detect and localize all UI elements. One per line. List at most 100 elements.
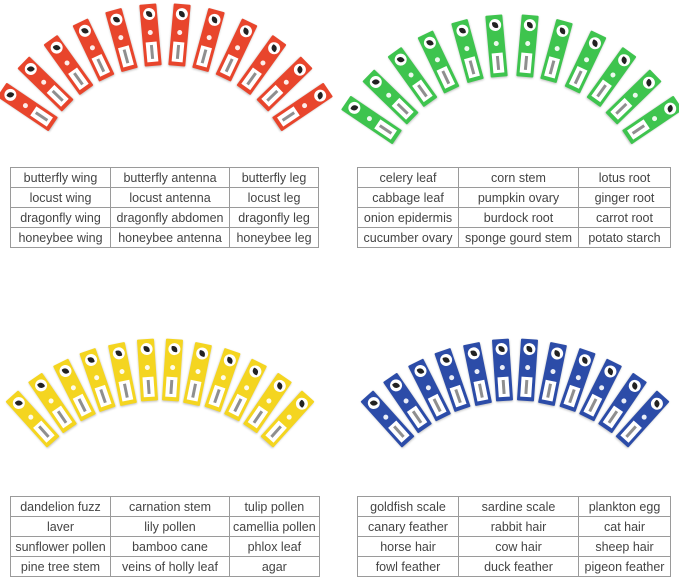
table-cell: honeybee wing xyxy=(10,227,111,248)
specimen-dot xyxy=(27,413,35,421)
specimen-icon xyxy=(522,18,536,32)
table-cell: laver xyxy=(10,516,111,537)
table-cell: honeybee leg xyxy=(229,227,319,248)
specimen-dot xyxy=(640,413,648,421)
slide-label xyxy=(264,420,287,443)
slide-label xyxy=(373,119,397,140)
table-cell: fowl feather xyxy=(357,556,459,577)
specimen-dot xyxy=(609,71,616,79)
specimen-dot xyxy=(40,79,48,87)
slide-label xyxy=(171,41,185,63)
table-row: goldfish scale sardine scale plankton egg xyxy=(357,496,671,517)
specimen-dot xyxy=(402,397,410,405)
table-cell: cucumber ovary xyxy=(357,227,459,248)
table-cell: carnation stem xyxy=(110,496,230,517)
slide-label xyxy=(407,405,428,429)
table-row: locust wing locust antenna locust leg xyxy=(10,187,319,208)
specimen-icon xyxy=(1,87,19,104)
slide-label xyxy=(568,65,588,89)
specimen-icon xyxy=(10,394,28,412)
slide-label xyxy=(520,377,533,398)
table-cell: dandelion fuzz xyxy=(10,496,111,517)
microscope-slide xyxy=(597,372,647,434)
table-cell: lotus root xyxy=(578,167,671,188)
animal-table: goldfish scale sardine scale plankton egg c… xyxy=(357,496,671,577)
table-cell: burdock root xyxy=(458,207,579,228)
plant-table: celery leaf corn stem lotus root cabbage le… xyxy=(357,167,671,248)
slide-label xyxy=(277,106,300,127)
table-cell: potato starch xyxy=(578,227,671,248)
specimen-icon xyxy=(206,12,222,27)
microscope-slide xyxy=(558,348,596,413)
specimen-icon xyxy=(601,363,618,380)
table-cell: goldfish scale xyxy=(357,496,459,517)
slide-label xyxy=(72,394,92,417)
table-row: onion epidermis burdock root carrot root xyxy=(357,207,671,228)
microscope-slide xyxy=(162,338,184,402)
table-cell: phlox leaf xyxy=(229,536,320,557)
slide-label xyxy=(94,385,112,408)
microscope-slide xyxy=(139,3,162,67)
specimen-dot xyxy=(243,384,250,392)
table-row: cucumber ovary sponge gourd stem potato st… xyxy=(357,227,671,248)
slide-label xyxy=(228,394,248,417)
slide-label xyxy=(492,52,505,74)
slide-label xyxy=(142,377,155,398)
table-cell: canary feather xyxy=(357,516,459,537)
slide-label xyxy=(165,377,178,398)
table-cell: cabbage leaf xyxy=(357,187,459,208)
table-row: butterfly wing butterfly antenna butterfly… xyxy=(10,167,319,188)
table-cell: locust antenna xyxy=(110,187,230,208)
specimen-icon xyxy=(292,394,310,412)
specimen-dot xyxy=(598,384,605,392)
specimen-dot xyxy=(365,115,373,122)
specimen-dot xyxy=(177,29,183,35)
microscope-slide xyxy=(434,348,472,413)
microscope-slide xyxy=(203,348,241,413)
table-cell: ginger root xyxy=(578,187,671,208)
table-cell: butterfly leg xyxy=(229,167,319,188)
specimen-dot xyxy=(47,397,55,405)
specimen-dot xyxy=(554,45,561,52)
specimen-icon xyxy=(466,346,481,361)
specimen-dot xyxy=(144,365,150,371)
table-cell: bamboo cane xyxy=(110,536,230,557)
specimen-dot xyxy=(651,115,659,122)
microscope-slide xyxy=(242,372,292,434)
slide-label xyxy=(583,394,603,417)
microscope-slide xyxy=(107,341,137,406)
slide-label xyxy=(619,420,642,443)
specimen-icon xyxy=(494,343,508,356)
microscope-slide xyxy=(615,390,670,448)
specimen-icon xyxy=(549,346,564,361)
microscope-slide xyxy=(340,95,402,145)
specimen-icon xyxy=(392,51,410,69)
microscope-slide xyxy=(136,338,158,402)
table-cell: veins of holly leaf xyxy=(110,556,230,577)
specimen-icon xyxy=(438,352,454,369)
specimen-dot xyxy=(219,374,227,382)
specimen-icon xyxy=(47,39,65,57)
microscope-slide xyxy=(462,341,492,406)
specimen-dot xyxy=(89,44,96,52)
table-cell: pumpkin ovary xyxy=(458,187,579,208)
table-cell: agar xyxy=(229,556,320,577)
slide-label xyxy=(590,79,612,102)
microscope-slide xyxy=(168,3,191,67)
slide-label xyxy=(497,377,510,398)
slide-label xyxy=(563,385,581,408)
microscope-slide xyxy=(43,34,94,96)
specimen-dot xyxy=(265,397,273,405)
specimen-dot xyxy=(234,44,241,52)
specimen-dot xyxy=(574,374,582,382)
microscope-slide xyxy=(564,29,607,94)
specimen-dot xyxy=(434,55,442,63)
specimen-icon xyxy=(108,12,124,27)
table-cell: pigeon feather xyxy=(578,556,671,577)
microscope-slide xyxy=(223,358,267,422)
slide-label xyxy=(602,405,623,429)
table-cell: locust leg xyxy=(229,187,319,208)
microscope-slide xyxy=(383,372,433,434)
slide-label xyxy=(610,97,633,120)
